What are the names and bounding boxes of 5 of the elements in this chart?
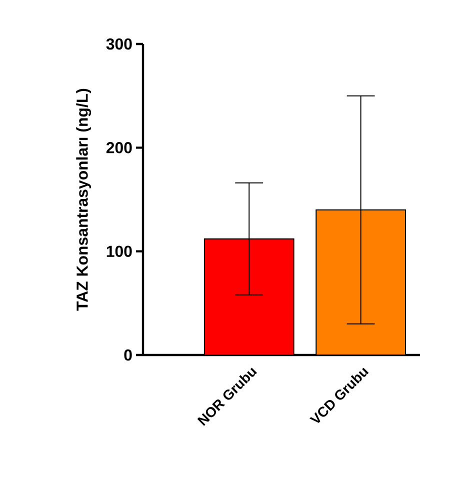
y-axis-title: TAZ Konsantrasyonları (ng/L) bbox=[76, 88, 92, 311]
y-tick-label: 200 bbox=[106, 142, 132, 154]
y-tick-label: 0 bbox=[124, 349, 132, 361]
y-tick-label: 300 bbox=[106, 38, 132, 50]
y-tick-label: 100 bbox=[106, 246, 132, 257]
